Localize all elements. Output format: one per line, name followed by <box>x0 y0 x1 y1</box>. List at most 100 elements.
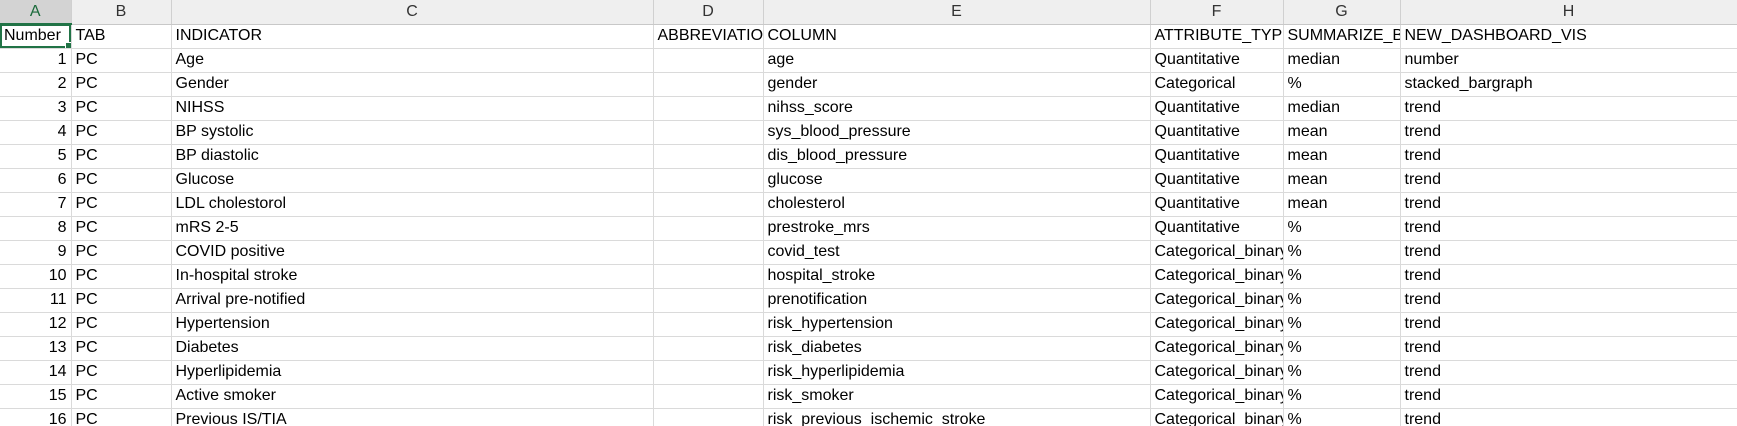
cell-e[interactable]: risk_diabetes <box>763 336 1151 361</box>
cell-e[interactable]: prenotification <box>763 288 1151 313</box>
cell-h[interactable]: trend <box>1400 312 1737 337</box>
header-cell-e[interactable]: COLUMN <box>763 24 1151 49</box>
column-header-c[interactable]: C <box>171 0 654 25</box>
cell-c[interactable]: Age <box>171 48 654 73</box>
cell-g[interactable]: mean <box>1283 144 1401 169</box>
cell-b[interactable]: PC <box>71 120 172 145</box>
cell-f[interactable]: Categorical_binary <box>1150 240 1284 265</box>
cell-f[interactable]: Quantitative <box>1150 168 1284 193</box>
cell-c[interactable]: BP diastolic <box>171 144 654 169</box>
cell-g[interactable]: % <box>1283 72 1401 97</box>
cell-g[interactable]: % <box>1283 360 1401 385</box>
cell-d[interactable] <box>653 192 764 217</box>
header-cell-c[interactable]: INDICATOR <box>171 24 654 49</box>
cell-a[interactable]: 7 <box>0 192 72 217</box>
cell-a[interactable]: 2 <box>0 72 72 97</box>
cell-a[interactable]: 9 <box>0 240 72 265</box>
cell-g[interactable]: % <box>1283 288 1401 313</box>
cell-d[interactable] <box>653 336 764 361</box>
cell-e[interactable]: glucose <box>763 168 1151 193</box>
cell-d[interactable] <box>653 216 764 241</box>
cell-d[interactable] <box>653 360 764 385</box>
column-header-f[interactable]: F <box>1150 0 1284 25</box>
column-header-e[interactable]: E <box>763 0 1151 25</box>
cell-c[interactable]: Diabetes <box>171 336 654 361</box>
cell-a[interactable]: 11 <box>0 288 72 313</box>
cell-g[interactable]: % <box>1283 264 1401 289</box>
cell-h[interactable]: trend <box>1400 192 1737 217</box>
cell-e[interactable]: risk_hyperlipidemia <box>763 360 1151 385</box>
cell-e[interactable]: dis_blood_pressure <box>763 144 1151 169</box>
cell-f[interactable]: Categorical_binary <box>1150 336 1284 361</box>
cell-h[interactable]: trend <box>1400 96 1737 121</box>
cell-a[interactable]: 10 <box>0 264 72 289</box>
cell-c[interactable]: Previous IS/TIA <box>171 408 654 426</box>
cell-f[interactable]: Categorical_binary <box>1150 360 1284 385</box>
cell-b[interactable]: PC <box>71 48 172 73</box>
cell-d[interactable] <box>653 48 764 73</box>
cell-a[interactable]: 6 <box>0 168 72 193</box>
cell-h[interactable]: trend <box>1400 288 1737 313</box>
cell-f[interactable]: Categorical_binary <box>1150 288 1284 313</box>
cell-e[interactable]: age <box>763 48 1151 73</box>
cell-b[interactable]: PC <box>71 336 172 361</box>
cell-g[interactable]: mean <box>1283 120 1401 145</box>
cell-c[interactable]: NIHSS <box>171 96 654 121</box>
cell-a[interactable]: 13 <box>0 336 72 361</box>
cell-a[interactable]: 4 <box>0 120 72 145</box>
cell-h[interactable]: trend <box>1400 264 1737 289</box>
cell-d[interactable] <box>653 96 764 121</box>
header-cell-g[interactable]: SUMMARIZE_BY <box>1283 24 1401 49</box>
cell-d[interactable] <box>653 408 764 426</box>
cell-g[interactable]: % <box>1283 216 1401 241</box>
cell-b[interactable]: PC <box>71 408 172 426</box>
header-cell-a[interactable]: Number <box>0 24 72 49</box>
cell-h[interactable]: trend <box>1400 168 1737 193</box>
cell-g[interactable]: % <box>1283 384 1401 409</box>
cell-h[interactable]: number <box>1400 48 1737 73</box>
column-header-h[interactable]: H <box>1400 0 1737 25</box>
cell-a[interactable]: 12 <box>0 312 72 337</box>
cell-d[interactable] <box>653 240 764 265</box>
cell-c[interactable]: Arrival pre-notified <box>171 288 654 313</box>
cell-b[interactable]: PC <box>71 96 172 121</box>
cell-e[interactable]: sys_blood_pressure <box>763 120 1151 145</box>
cell-b[interactable]: PC <box>71 384 172 409</box>
cell-g[interactable]: % <box>1283 336 1401 361</box>
cell-b[interactable]: PC <box>71 312 172 337</box>
column-header-g[interactable]: G <box>1283 0 1401 25</box>
cell-g[interactable]: median <box>1283 96 1401 121</box>
cell-c[interactable]: mRS 2-5 <box>171 216 654 241</box>
cell-h[interactable]: trend <box>1400 144 1737 169</box>
cell-h[interactable]: trend <box>1400 408 1737 426</box>
cell-f[interactable]: Categorical_binary <box>1150 264 1284 289</box>
cell-e[interactable]: covid_test <box>763 240 1151 265</box>
cell-h[interactable]: trend <box>1400 360 1737 385</box>
cell-e[interactable]: cholesterol <box>763 192 1151 217</box>
cell-d[interactable] <box>653 120 764 145</box>
cell-d[interactable] <box>653 264 764 289</box>
cell-d[interactable] <box>653 168 764 193</box>
header-cell-b[interactable]: TAB <box>71 24 172 49</box>
cell-a[interactable]: 1 <box>0 48 72 73</box>
cell-a[interactable]: 5 <box>0 144 72 169</box>
cell-d[interactable] <box>653 384 764 409</box>
cell-g[interactable]: median <box>1283 48 1401 73</box>
cell-c[interactable]: Hypertension <box>171 312 654 337</box>
cell-b[interactable]: PC <box>71 192 172 217</box>
cell-f[interactable]: Quantitative <box>1150 120 1284 145</box>
cell-f[interactable]: Quantitative <box>1150 96 1284 121</box>
cell-a[interactable]: 8 <box>0 216 72 241</box>
header-cell-d[interactable]: ABBREVIATION <box>653 24 764 49</box>
cell-e[interactable]: nihss_score <box>763 96 1151 121</box>
cell-a[interactable]: 3 <box>0 96 72 121</box>
cell-c[interactable]: Active smoker <box>171 384 654 409</box>
cell-h[interactable]: trend <box>1400 240 1737 265</box>
column-header-a[interactable]: A <box>0 0 72 25</box>
cell-b[interactable]: PC <box>71 288 172 313</box>
cell-b[interactable]: PC <box>71 144 172 169</box>
cell-f[interactable]: Quantitative <box>1150 48 1284 73</box>
cell-f[interactable]: Quantitative <box>1150 192 1284 217</box>
cell-d[interactable] <box>653 312 764 337</box>
cell-f[interactable]: Quantitative <box>1150 216 1284 241</box>
